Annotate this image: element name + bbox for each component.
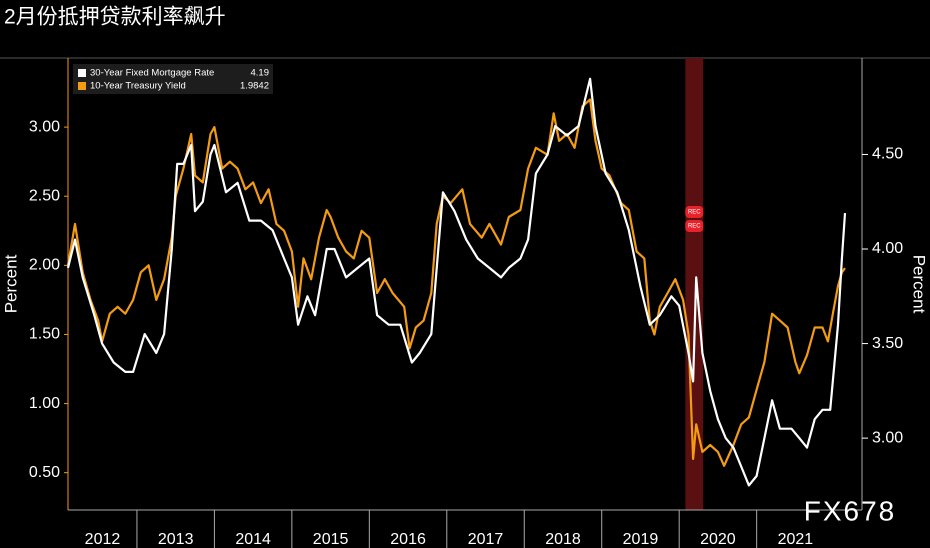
y-tick-label: 1.50	[29, 326, 60, 343]
x-tick-label: 2020	[700, 531, 736, 548]
y2-tick-label: 3.00	[872, 429, 903, 446]
y-tick-label: 2.50	[29, 187, 60, 204]
watermark: FX678	[804, 495, 897, 526]
y-tick-label: 1.00	[29, 395, 60, 412]
rec-label: REC	[688, 224, 701, 230]
rec-badge	[685, 220, 704, 232]
y-tick-label: 2.00	[29, 257, 60, 274]
y2-tick-label: 3.50	[872, 335, 903, 352]
x-tick-label: 2014	[235, 531, 271, 548]
chart-title: 2月份抵押贷款利率飙升	[4, 6, 226, 29]
x-tick-label: 2019	[623, 531, 659, 548]
x-tick-label: 2013	[158, 531, 194, 548]
legend-value: 4.19	[251, 68, 270, 79]
y-tick-label: 0.50	[29, 464, 60, 481]
y-axis-label: Percent	[1, 254, 20, 313]
x-tick-label: 2012	[85, 531, 121, 548]
x-tick-label: 2016	[390, 531, 426, 548]
x-tick-label: 2018	[545, 531, 581, 548]
rec-badge	[685, 206, 704, 218]
legend-value: 1.9842	[240, 81, 269, 92]
legend-swatch	[78, 69, 86, 77]
y-tick-label: 3.00	[29, 118, 60, 135]
y2-axis-label: Percent	[910, 255, 929, 314]
legend-swatch	[78, 82, 86, 90]
y2-tick-label: 4.00	[872, 240, 903, 257]
x-tick-label: 2015	[313, 531, 349, 548]
series-line	[66, 77, 847, 487]
x-tick-label: 2017	[468, 531, 504, 548]
legend: 30-Year Fixed Mortgage Rate 4.19 10-Year T…	[73, 64, 273, 94]
legend-box	[73, 64, 273, 94]
legend-label: 30-Year Fixed Mortgage Rate	[90, 68, 214, 79]
x-tick-label: 2021	[778, 531, 814, 548]
rec-label: REC	[688, 210, 701, 216]
legend-label: 10-Year Treasury Yield	[90, 81, 186, 92]
series-line	[66, 98, 846, 467]
y2-tick-label: 4.50	[872, 146, 903, 163]
